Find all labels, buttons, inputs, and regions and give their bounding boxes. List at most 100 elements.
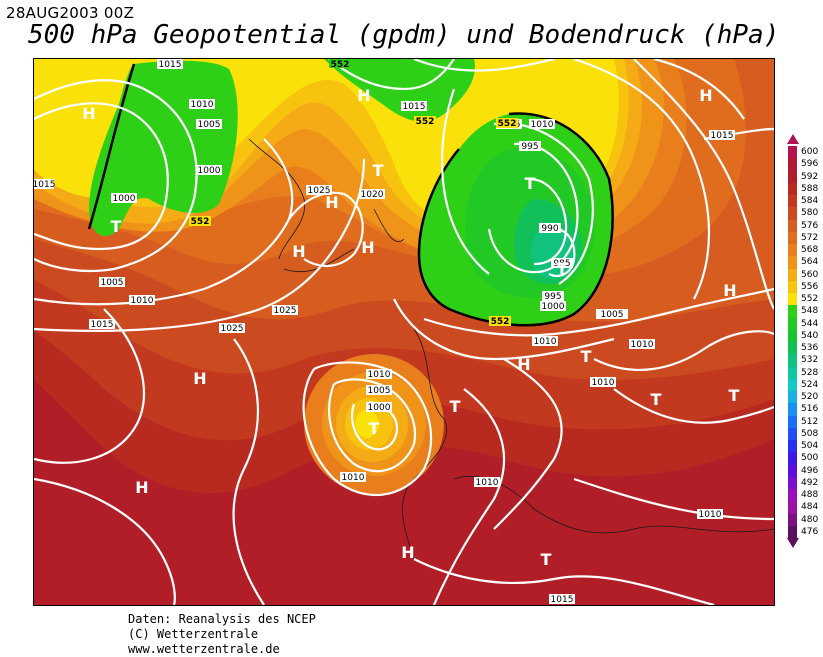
contour-552-b (417, 112, 614, 327)
pressure-label-text: 1025 (221, 324, 244, 334)
legend-label: 524 (801, 379, 819, 390)
legend-swatch (788, 378, 797, 392)
legend-label: 496 (801, 465, 819, 476)
legend-swatch (788, 293, 797, 306)
pressure-label-text: 1025 (274, 306, 297, 316)
legend-swatch (788, 170, 797, 184)
pressure-label: 1010 (189, 99, 215, 110)
pressure-label-text: 1005 (198, 120, 221, 130)
legend-label: 568 (801, 245, 819, 255)
legend-bar (788, 146, 797, 539)
legend-swatch (788, 464, 797, 478)
geopotential-label-text: 552 (191, 217, 210, 227)
legend-swatch (788, 452, 797, 465)
pressure-system-marker: H (699, 86, 712, 105)
map-canvas: 1015 1010 1005 1000 1015 1010 1005 1000 … (34, 59, 774, 605)
pressure-system-marker: T (651, 390, 662, 409)
pressure-label-text: 1010 (531, 120, 554, 130)
legend-swatch (788, 354, 797, 367)
legend-label: 544 (801, 318, 819, 329)
pressure-label-text: 1015 (91, 320, 114, 330)
geopotential-label-text: 552 (491, 317, 510, 327)
pressure-label-text: 1010 (368, 370, 391, 380)
legend-swatch (788, 146, 797, 159)
pressure-system-marker: H (135, 478, 148, 497)
pressure-label-text: 995 (544, 292, 561, 302)
pressure-label: 1025 (219, 323, 245, 334)
pressure-label-text: 1015 (551, 595, 574, 605)
pressure-label-text: 1000 (542, 302, 565, 312)
legend-label: 516 (801, 404, 819, 415)
pressure-system-marker: T (581, 347, 592, 366)
legend-swatch (788, 525, 797, 539)
pressure-label: 1015 (34, 179, 55, 190)
pressure-system-marker: T (729, 386, 740, 405)
pressure-label: 1010 (590, 377, 616, 388)
pressure-system-marker: T (450, 397, 461, 416)
legend-swatch (788, 158, 797, 171)
legend-label: 592 (801, 171, 819, 182)
legend-label: 480 (801, 514, 819, 525)
legend-bottom-arrow (787, 538, 799, 548)
geopotential-label: 552 (329, 59, 351, 70)
pressure-label: 990 (539, 223, 561, 234)
pressure-label: 1010 (129, 295, 155, 306)
pressure-label: 1015 (89, 319, 115, 330)
legend-swatch (788, 231, 797, 245)
geopotential-label: 552 (189, 216, 211, 227)
pressure-label: 1010 (529, 119, 555, 130)
pressure-system-marker: T (369, 419, 380, 438)
legend-swatch (788, 317, 797, 331)
legend-swatch (788, 501, 797, 514)
legend-label: 560 (801, 269, 819, 280)
pressure-system-marker: H (361, 238, 374, 257)
legend-label: 476 (801, 526, 819, 537)
credit-line-copyright: (C) Wetterzentrale (128, 627, 259, 641)
legend-swatch (788, 476, 797, 490)
legend-swatch (788, 440, 797, 453)
geopotential-label-layer: 552 552 552 552 552 (189, 59, 518, 327)
color-legend: 600 596 592 588 584 580 576 572 568 564 560 556 552 5… (784, 134, 823, 548)
pressure-label-text: 1000 (113, 194, 136, 204)
legend-label: 532 (801, 355, 819, 366)
pressure-label: 1025 (272, 305, 298, 316)
pressure-label: 1020 (359, 189, 385, 200)
low-arctic (324, 59, 475, 122)
pressure-label: 995 (519, 141, 541, 152)
credit-line-url: www.wetterzentrale.de (128, 642, 280, 656)
pressure-system-marker: T (557, 259, 568, 278)
pressure-system-marker: H (357, 86, 370, 105)
legend-label: 540 (801, 330, 819, 341)
pressure-label: 1015 (709, 130, 735, 141)
pressure-label: 1000 (111, 193, 137, 204)
pressure-system-marker: H (193, 369, 206, 388)
geopotential-label-text: 552 (416, 117, 435, 127)
geopotential-label-text: 552 (331, 60, 350, 70)
pressure-system-marker: H (325, 193, 338, 212)
pressure-label-text: 1010 (592, 378, 615, 388)
legend-swatch (788, 427, 797, 441)
pressure-label: 1005 (196, 119, 222, 130)
pressure-system-marker: H (517, 355, 530, 374)
pressure-label: 1010 (366, 369, 392, 380)
legend-label: 572 (801, 232, 819, 243)
pressure-label-text: 1015 (711, 131, 734, 141)
pressure-label-text: 1015 (159, 60, 182, 70)
legend-label: 536 (801, 343, 819, 353)
pressure-label-text: 1010 (534, 337, 557, 347)
pressure-label-text: 1010 (342, 473, 365, 483)
pressure-label-text: 1010 (131, 296, 154, 306)
pressure-label: 1015 (401, 101, 427, 112)
pressure-label-text: 1000 (198, 166, 221, 176)
legend-swatch (788, 256, 797, 269)
legend-label: 484 (801, 502, 819, 513)
pressure-label-text: 985 (553, 259, 570, 269)
legend-swatch (788, 415, 797, 429)
legend-label: 600 (801, 147, 819, 157)
legend-label: 500 (801, 453, 819, 464)
pressure-system-marker: H (401, 543, 414, 562)
pressure-system-marker: T (111, 217, 122, 236)
pressure-label: 1000 (196, 165, 222, 176)
geopotential-label: 552 (414, 116, 436, 127)
pressure-label-text: 1005 (601, 310, 624, 320)
